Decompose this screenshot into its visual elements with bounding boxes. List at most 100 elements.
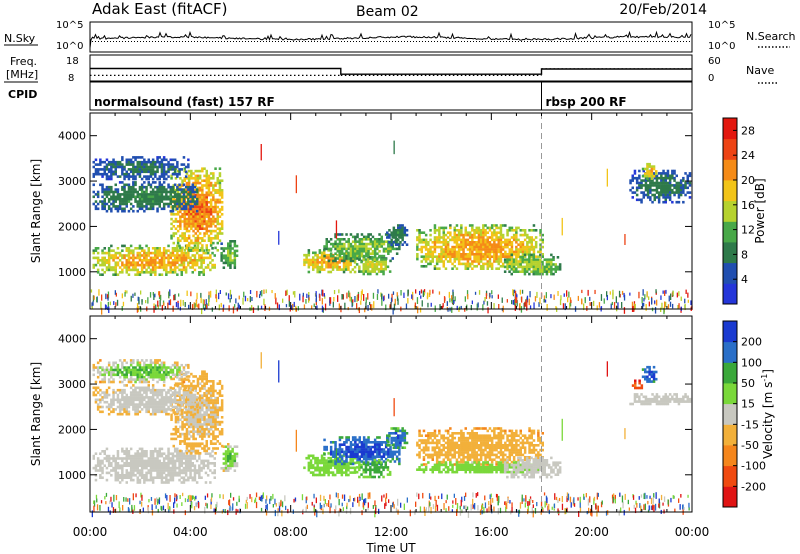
- echo-cell-2: [116, 205, 120, 208]
- echo-cell-1: [194, 437, 197, 441]
- echo-cell-0: [151, 268, 155, 272]
- echo-cell-1: [212, 447, 215, 450]
- echo-cell-2: [178, 193, 181, 196]
- echo-cell-9: [541, 241, 544, 244]
- echo-cell-6: [347, 242, 350, 246]
- noise-cell: [478, 290, 481, 295]
- echo-cell-0: [145, 450, 148, 453]
- echo-cell-1: [205, 181, 208, 185]
- echo-cell-9: [497, 267, 500, 270]
- echo-cell-11: [646, 186, 650, 190]
- echo-cell-0: [167, 256, 170, 260]
- echo-cell-0: [118, 474, 122, 477]
- echo-cell-6: [351, 250, 355, 253]
- echo-cell-1: [203, 232, 206, 235]
- echo-cell-10: [523, 268, 527, 271]
- echo-cell-9: [435, 229, 439, 232]
- echo-cell-1: [187, 234, 191, 238]
- echo-cell-1: [216, 411, 219, 414]
- echo-cell-1: [190, 382, 193, 385]
- echo-cell-0: [160, 462, 164, 465]
- echo-cell-2: [96, 398, 100, 402]
- echo-cell-1: [181, 237, 184, 240]
- echo-cell-6: [387, 252, 390, 255]
- echo-cell-0: [184, 259, 188, 262]
- echo-cell-0: [176, 249, 179, 252]
- echo-cell-0: [198, 256, 201, 260]
- echo-cell-6: [378, 238, 381, 241]
- noise-cell: [96, 297, 98, 303]
- noise-cell: [367, 305, 369, 311]
- echo-cell-11: [686, 186, 689, 190]
- echo-cell-11: [655, 191, 659, 194]
- echo-cell-9: [510, 236, 514, 239]
- echo-cell-0: [140, 454, 144, 458]
- echo-cell-2: [112, 393, 115, 397]
- echo-cell-1: [185, 413, 189, 417]
- echo-cell-1: [187, 215, 191, 218]
- echo-cell-5: [305, 258, 308, 262]
- echo-cell-9: [499, 253, 503, 256]
- echo-cell-9: [515, 238, 518, 242]
- echo-cell-9: [433, 238, 437, 242]
- echo-cell-9: [433, 255, 437, 258]
- echo-cell-3: [92, 175, 95, 178]
- echo-cell-3: [145, 177, 148, 181]
- echo-cell-0: [110, 462, 113, 465]
- echo-cell-0: [200, 254, 203, 257]
- echo-cell-2: [129, 207, 133, 211]
- echo-cell-1: [194, 423, 197, 426]
- echo-cell-1: [196, 234, 200, 238]
- echo-cell-0: [198, 474, 201, 477]
- echo-cell-9: [455, 250, 459, 254]
- echo-cell-2: [118, 388, 122, 392]
- echo-cell-1: [203, 387, 206, 390]
- echo-cell-0: [182, 266, 186, 269]
- echo-cell-0: [92, 454, 95, 458]
- echo-cell-0: [200, 271, 203, 274]
- echo-cell-0: [165, 457, 168, 460]
- echo-cell-2: [154, 200, 157, 203]
- echo-cell-2: [162, 190, 166, 194]
- echo-cell-6: [354, 257, 357, 260]
- echo-cell-3: [101, 168, 104, 171]
- echo-cell-3: [154, 165, 157, 169]
- echo-cell-9: [444, 267, 448, 270]
- nsearch-tick-low: 10^0: [708, 41, 735, 52]
- echo-cell-12: [646, 165, 649, 168]
- noise-cell: [122, 301, 125, 307]
- echo-cell-9: [482, 265, 485, 268]
- echo-cell-4: [227, 259, 230, 262]
- echo-cell-9: [449, 224, 452, 227]
- cpid-frame: [89, 81, 693, 111]
- echo-cell-11: [664, 188, 667, 192]
- echo-cell-0: [118, 481, 122, 484]
- echo-cell-1: [203, 193, 206, 197]
- echo-cell-3: [160, 165, 164, 169]
- echo-cell-4: [231, 247, 234, 250]
- echo-cell-9: [479, 250, 483, 254]
- echo-cell-6: [345, 254, 348, 258]
- echo-cell-7: [375, 258, 379, 261]
- echo-cell-1: [194, 215, 197, 218]
- echo-cell-5: [316, 256, 319, 259]
- echo-cell-9: [442, 236, 445, 239]
- echo-cell-10: [512, 263, 516, 266]
- echo-cell-2: [195, 188, 199, 191]
- echo-cell-0: [121, 256, 124, 260]
- echo-cell-2: [127, 195, 131, 199]
- echo-cell-1: [172, 234, 175, 238]
- echo-cell-2: [129, 398, 133, 402]
- echo-cell-1: [185, 432, 189, 436]
- echo-cell-11: [666, 181, 670, 185]
- echo-cell-4: [233, 256, 237, 260]
- echo-cell-3: [149, 163, 153, 166]
- echo-cell-9: [438, 233, 441, 237]
- echo-cell-2: [184, 190, 188, 194]
- echo-cell-1: [201, 167, 204, 170]
- echo-cell-1: [190, 452, 193, 455]
- echo-cell-3: [110, 175, 113, 178]
- echo-cell-9: [453, 255, 456, 258]
- noise-cell: [420, 295, 422, 299]
- echo-cell-7: [369, 272, 372, 276]
